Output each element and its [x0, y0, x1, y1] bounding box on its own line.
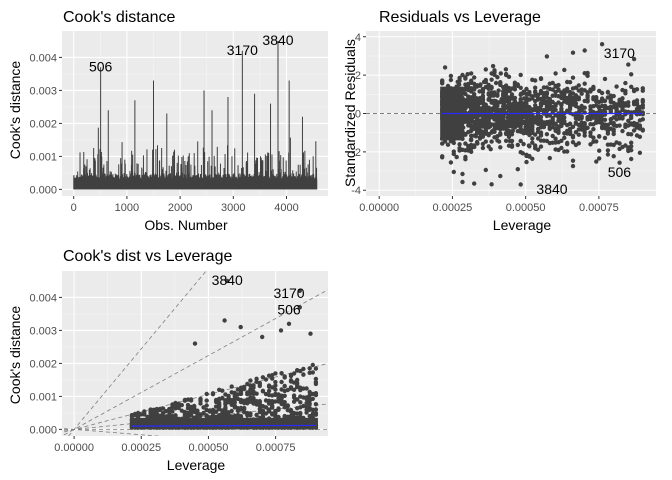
x-tick-label: 0.00000 — [54, 442, 94, 454]
panel2-title: Residuals vs Leverage — [379, 9, 541, 26]
y-tick-label: 2 — [355, 70, 361, 82]
x-tick-label: 0.00025 — [433, 202, 473, 214]
panel3-ylabel: Cook's distance — [7, 306, 23, 405]
y-tick-label: 0.002 — [29, 358, 57, 370]
x-tick-label: 0 — [71, 202, 77, 214]
y-tick-label: 0 — [355, 109, 361, 121]
point-label: 506 — [608, 164, 632, 180]
panel1-title: Cook's distance — [63, 9, 176, 26]
cooks-leverage-dots — [129, 278, 319, 430]
y-tick-label: 0.003 — [29, 85, 57, 97]
point-label: 3170 — [273, 285, 304, 301]
panel3-title: Cook's dist vs Leverage — [63, 248, 232, 265]
x-tick-label: 4000 — [274, 202, 298, 214]
contour-line — [68, 271, 207, 436]
y-tick-label: -4 — [351, 185, 361, 197]
cooks-base-band — [73, 182, 317, 190]
y-tick-label: -2 — [351, 147, 361, 159]
point-label: 506 — [277, 302, 301, 318]
panel2-xlabel: Leverage — [493, 217, 552, 233]
y-tick-label: 0.002 — [29, 118, 57, 130]
y-tick-label: 0.000 — [29, 424, 57, 436]
x-tick-label: 3000 — [221, 202, 245, 214]
x-tick-label: 0.00050 — [506, 202, 546, 214]
x-tick-label: 2000 — [168, 202, 192, 214]
panel-cooks-distance: Cook's distance 0 1000 2000 3000 4000 0.000 0.… — [7, 9, 328, 233]
x-tick-label: 0.00025 — [121, 442, 161, 454]
point-label: 3170 — [227, 42, 258, 58]
panel1-ylabel: Cook's distance — [7, 61, 23, 160]
x-tick-label: 0.00050 — [189, 442, 229, 454]
y-tick-label: 0.004 — [29, 292, 57, 304]
smooth-line — [131, 424, 316, 427]
point-label: 3840 — [212, 272, 243, 288]
point-label: 3840 — [536, 181, 567, 197]
panel1-xlabel: Obs. Number — [144, 217, 228, 233]
x-tick-label: 1000 — [115, 202, 139, 214]
x-tick-label: 0.00000 — [359, 202, 399, 214]
panel-residuals-vs-leverage: Residuals vs Leverage 0.00000 0.00025 0.00… — [342, 9, 656, 233]
residual-dots — [440, 41, 646, 187]
point-label: 506 — [89, 58, 113, 74]
y-tick-label: 4 — [355, 32, 361, 44]
y-tick-label: 0.001 — [29, 391, 57, 403]
point-label: 3840 — [262, 32, 293, 48]
x-tick-label: 0.00075 — [256, 442, 296, 454]
cooks-spikes — [73, 40, 318, 190]
x-tick-label: 0.00075 — [579, 202, 619, 214]
y-tick-label: 0.004 — [29, 52, 57, 64]
y-tick-label: 0.003 — [29, 325, 57, 337]
y-tick-label: 0.000 — [29, 184, 57, 196]
y-tick-label: 0.001 — [29, 151, 57, 163]
panel3-xlabel: Leverage — [167, 457, 226, 473]
cooks-leverage-points — [63, 271, 328, 436]
contour-line — [63, 289, 328, 436]
panel2-ylabel: Standardized Residuals — [342, 39, 358, 187]
point-label: 3170 — [604, 45, 635, 61]
panel-cooks-dist-vs-leverage: Cook's dist vs Leverage 0.00000 0.00025 0.… — [7, 248, 328, 473]
